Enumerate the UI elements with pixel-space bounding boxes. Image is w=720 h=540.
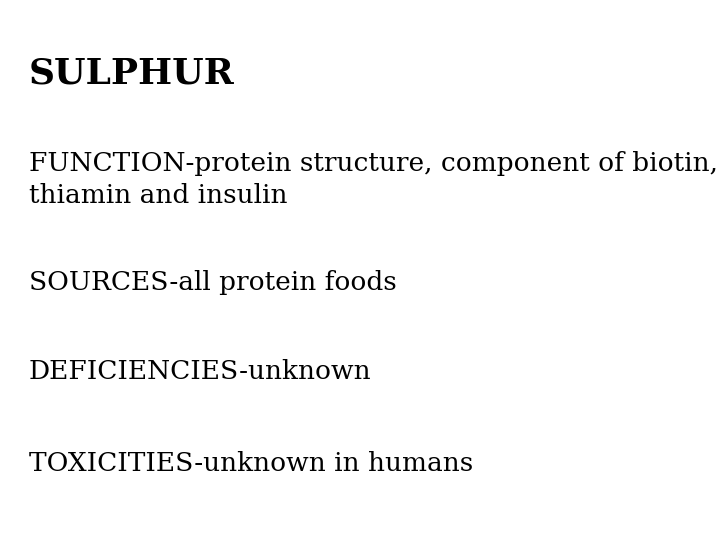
Text: SULPHUR: SULPHUR [29, 57, 235, 91]
Text: TOXICITIES-unknown in humans: TOXICITIES-unknown in humans [29, 451, 473, 476]
Text: FUNCTION-protein structure, component of biotin,
thiamin and insulin: FUNCTION-protein structure, component of… [29, 151, 718, 208]
Text: DEFICIENCIES-unknown: DEFICIENCIES-unknown [29, 359, 372, 384]
Text: SOURCES-all protein foods: SOURCES-all protein foods [29, 270, 397, 295]
